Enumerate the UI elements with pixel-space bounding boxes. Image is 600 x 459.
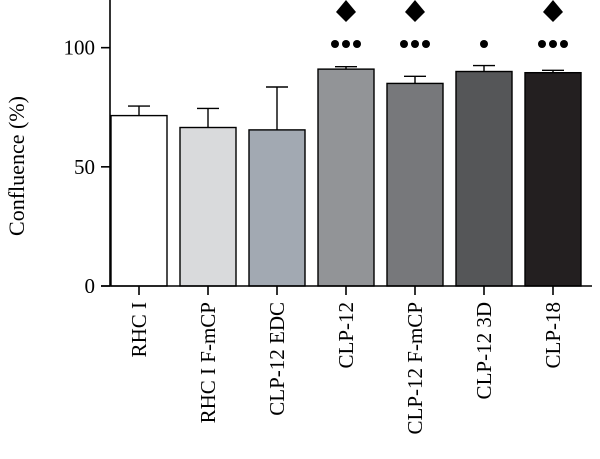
bars: [110, 68, 582, 287]
x-tick-label: RHC I: [127, 302, 151, 357]
significance-marker: [400, 0, 430, 48]
x-tick-label: RHC I F-mCP: [196, 302, 220, 423]
significance-marker: [538, 0, 568, 48]
x-tick-label: CLP-12 F-mCP: [403, 302, 427, 434]
bar: [386, 82, 444, 287]
x-tick-label: CLP-12 EDC: [265, 302, 289, 416]
dot-marker: [411, 40, 419, 48]
x-tick-label: CLP-12 3D: [472, 302, 496, 399]
dot-marker: [538, 40, 546, 48]
y-tick-label: 50: [74, 155, 95, 179]
bar: [110, 114, 168, 287]
significance-markers: [331, 0, 568, 48]
dot-marker: [353, 40, 361, 48]
y-tick-label: 100: [64, 36, 96, 60]
y-ticks: 0 50 100: [64, 36, 110, 298]
error-bar: [266, 86, 288, 130]
error-bar: [542, 69, 564, 73]
x-tick-label: CLP-12: [334, 302, 358, 369]
error-bar: [128, 105, 150, 116]
error-bar: [404, 75, 426, 84]
diamond-marker: [336, 0, 356, 22]
dot-marker: [560, 40, 568, 48]
significance-marker: [480, 40, 488, 48]
dot-marker: [549, 40, 557, 48]
diamond-marker: [543, 0, 563, 22]
x-tick-labels: RHC I RHC I F-mCP CLP-12 EDC CLP-12 CLP-12 F…: [127, 286, 565, 434]
diamond-marker: [405, 0, 425, 22]
error-bar: [197, 107, 219, 128]
dot-marker: [342, 40, 350, 48]
y-axis-title: Confluence (%): [4, 96, 29, 236]
bar: [524, 71, 582, 287]
error-bar: [473, 64, 495, 72]
y-tick-label: 0: [85, 274, 96, 298]
bar: [179, 126, 237, 287]
bar: [317, 68, 375, 287]
error-bars: [128, 64, 564, 130]
bar: [248, 129, 306, 287]
dot-marker: [400, 40, 408, 48]
dot-marker: [331, 40, 339, 48]
dot-marker: [480, 40, 488, 48]
significance-marker: [331, 0, 361, 48]
dot-marker: [422, 40, 430, 48]
error-bar: [335, 66, 357, 70]
bar: [455, 70, 513, 287]
x-tick-label: CLP-18: [541, 302, 565, 369]
